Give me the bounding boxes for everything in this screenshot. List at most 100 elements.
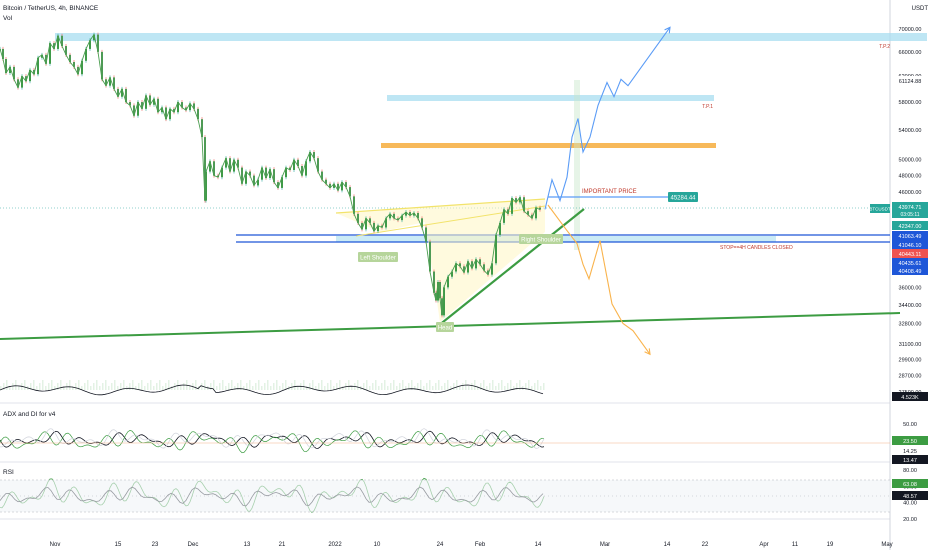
candle-body xyxy=(73,61,75,67)
time-tick: 13 xyxy=(244,542,251,548)
candle-body xyxy=(21,76,23,88)
time-tick: 10 xyxy=(374,542,381,548)
volume-bar xyxy=(147,383,149,390)
volume-bar xyxy=(408,383,410,390)
candle-body xyxy=(515,198,517,203)
time-axis[interactable]: Nov 15 23 Dec 13 21 2022 10 24 Feb 14 Mar 14 22 Apr 11 1… xyxy=(50,542,893,548)
tag-40443-text: 40443.11 xyxy=(899,252,922,258)
volume-bar xyxy=(387,386,389,390)
candle-body xyxy=(137,102,139,116)
volume-bar xyxy=(432,386,434,390)
volume-bar xyxy=(333,386,335,390)
candle-body xyxy=(309,152,311,162)
candle-body xyxy=(285,167,287,178)
candle-body xyxy=(273,169,275,183)
last-price-tag xyxy=(892,202,928,218)
tag-61124 xyxy=(892,76,928,85)
time-tick: Apr xyxy=(759,542,768,548)
candle-body xyxy=(301,165,303,176)
candle-body xyxy=(487,270,489,275)
volume-bar xyxy=(516,383,518,390)
volume-bar xyxy=(126,386,128,390)
volume-bar xyxy=(297,386,299,390)
volume-bar xyxy=(525,383,527,390)
volume-bar xyxy=(537,380,539,390)
volume-bar xyxy=(513,386,515,390)
volume-bar xyxy=(237,383,239,390)
candle-body xyxy=(345,182,347,188)
volume-bar xyxy=(504,386,506,390)
volume-bar xyxy=(12,383,14,390)
yellow-neckline-1 xyxy=(335,198,546,214)
volume-bar xyxy=(81,386,83,390)
price-tick: 36000.00 xyxy=(899,285,922,291)
rsi-value-2-text: 48.57 xyxy=(903,494,917,500)
volume-bar xyxy=(156,383,158,390)
candle-body xyxy=(503,209,505,223)
volume-bar xyxy=(168,380,170,390)
candle-body xyxy=(57,35,59,49)
symbol-title[interactable]: Bitcoin / TetherUS, 4h, BINANCE xyxy=(3,5,99,12)
candle-body xyxy=(157,98,159,113)
volume-bar xyxy=(177,380,179,390)
volume-bar xyxy=(87,380,89,390)
volume-bar xyxy=(321,380,323,390)
candle-body xyxy=(9,66,11,74)
volume-bar xyxy=(384,380,386,390)
candle-body xyxy=(173,108,175,113)
svg-text:Head: Head xyxy=(438,326,452,332)
volume-bar xyxy=(501,380,503,390)
volume-bar xyxy=(30,383,32,390)
adx-value-2-text: 14.25 xyxy=(903,449,917,455)
volume-bar xyxy=(105,380,107,390)
volume-bar xyxy=(189,386,191,390)
volume-bar xyxy=(162,386,164,390)
adx-value-1-text: 23.50 xyxy=(903,439,917,445)
candle-body xyxy=(85,48,87,61)
right-shoulder-label: Right Shoulder xyxy=(519,234,563,244)
price-tick: 46000.00 xyxy=(899,190,922,196)
candle-body xyxy=(373,222,375,232)
price-line xyxy=(0,33,541,316)
volume-bar xyxy=(474,380,476,390)
volume-bar xyxy=(405,386,407,390)
candle-body xyxy=(141,102,143,109)
volume-bar xyxy=(102,383,104,390)
volume-bar xyxy=(144,386,146,390)
volume-bar xyxy=(306,386,308,390)
candle-body xyxy=(425,227,427,242)
volume-bar xyxy=(249,380,251,390)
volume-bar xyxy=(459,386,461,390)
candle-body xyxy=(317,158,319,172)
candle-body xyxy=(357,213,359,223)
candle-body xyxy=(531,214,533,219)
volume-bar xyxy=(357,380,359,390)
tag-41046 xyxy=(892,240,928,249)
time-tick: 22 xyxy=(702,542,709,548)
volume-bar xyxy=(222,380,224,390)
candle-body xyxy=(49,43,51,64)
candle-body xyxy=(153,98,155,105)
rsi-value-1 xyxy=(892,479,928,488)
volume-bar xyxy=(375,380,377,390)
adx-line xyxy=(0,430,545,449)
volume-bar xyxy=(51,380,53,390)
volume-bar xyxy=(117,386,119,390)
svg-text:Left Shoulder: Left Shoulder xyxy=(360,256,396,262)
volume-bar xyxy=(471,383,473,390)
time-tick: Nov xyxy=(50,542,61,548)
volume-bar xyxy=(201,383,203,390)
adx-value-1 xyxy=(892,436,928,445)
volume-bar xyxy=(138,383,140,390)
volume-bar xyxy=(366,380,368,390)
candle-body xyxy=(233,159,235,172)
volume-bar xyxy=(327,383,329,390)
di-minus-line xyxy=(0,428,545,449)
candle-body xyxy=(105,79,107,86)
candle-body xyxy=(204,137,206,201)
candle-body xyxy=(421,218,423,228)
candle-body xyxy=(197,108,199,120)
vol-label: Vol xyxy=(3,15,13,22)
currency-label: USDT xyxy=(912,6,929,12)
